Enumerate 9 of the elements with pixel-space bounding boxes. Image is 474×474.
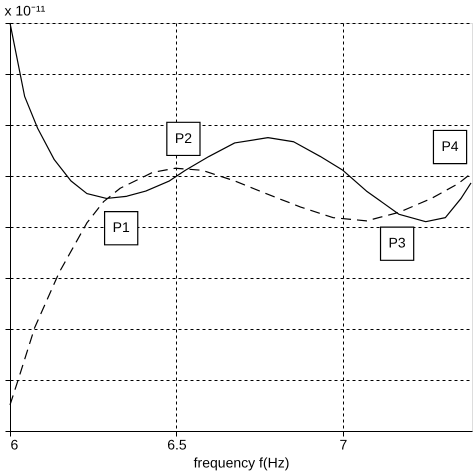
annotation: P2 bbox=[174, 130, 192, 146]
x-axis-title: frequency f(Hz) bbox=[194, 454, 290, 470]
x-tick-label: 7 bbox=[339, 436, 348, 452]
x-tick-label: 6.5 bbox=[167, 436, 187, 452]
annotation: P1 bbox=[112, 219, 130, 236]
x-tick-label: 6 bbox=[10, 436, 18, 452]
annotation: P4 bbox=[441, 138, 459, 154]
annotation: P3 bbox=[388, 234, 406, 251]
text: x 10⁻¹¹ bbox=[4, 2, 46, 18]
